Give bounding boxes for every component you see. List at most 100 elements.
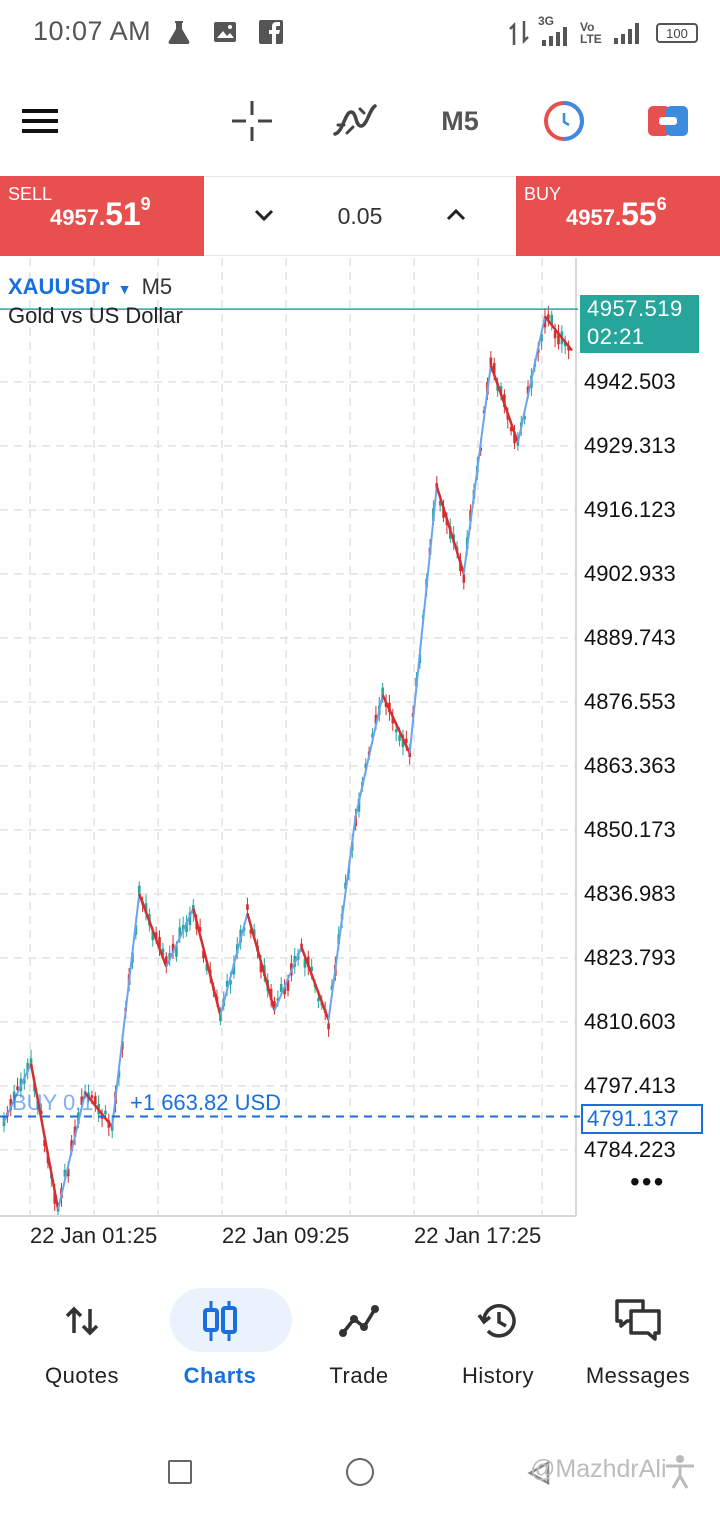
time-label: 22 Jan 09:25	[222, 1223, 350, 1248]
candle-body	[73, 1126, 77, 1137]
candle-body	[202, 950, 205, 959]
nav-label: Trade	[329, 1363, 389, 1388]
buy-button[interactable]: BUY 4957.556	[516, 176, 720, 256]
buy-label: BUY	[524, 184, 562, 204]
candle-body	[283, 987, 286, 995]
candle-body	[303, 958, 307, 968]
symbol-description: Gold vs US Dollar	[8, 303, 183, 328]
chart-area[interactable]: XAUUSDr ▼ M5 Gold vs US Dollar 4957.519 …	[0, 258, 720, 1258]
zigzag-line	[3, 315, 573, 1210]
zigzag-segment	[543, 315, 573, 352]
candle-body	[151, 931, 155, 941]
sell-price-big: 51	[105, 196, 141, 232]
zigzag-segment	[489, 364, 520, 444]
candle-body	[398, 735, 401, 741]
symbol-timeframe: M5	[141, 274, 173, 299]
back-icon[interactable]	[526, 1460, 552, 1486]
more-options-icon[interactable]: •••	[630, 1166, 666, 1197]
image-icon	[214, 22, 236, 42]
candle-body	[229, 979, 232, 985]
candle-body	[26, 1063, 29, 1072]
system-icons: 3G Vo LTE 100	[508, 14, 698, 48]
home-button[interactable]	[346, 1458, 374, 1486]
candle-body	[300, 943, 303, 948]
status-bar: 10:07 AM 3G Vo LTE 100	[0, 0, 720, 66]
candle-body	[523, 416, 526, 420]
lot-increase-button[interactable]	[440, 197, 472, 238]
signal-icon	[614, 23, 639, 44]
buy-price-big: 55	[621, 196, 657, 232]
nav-history[interactable]: History	[428, 1285, 568, 1405]
price-axis-label: 4784.223	[584, 1137, 676, 1162]
candle-body	[381, 687, 384, 696]
candle-body	[110, 1123, 114, 1131]
candle-body	[178, 927, 182, 938]
timeframe-button[interactable]: M5	[432, 80, 488, 162]
trade-toggle-icon	[648, 106, 688, 136]
nav-quotes[interactable]: Quotes	[12, 1285, 152, 1405]
flask-icon	[168, 21, 190, 44]
candle-body	[22, 1077, 26, 1084]
current-price-tag: 4957.519 02:21	[580, 295, 699, 353]
candle-body	[435, 483, 439, 488]
nav-trade[interactable]: Trade	[289, 1285, 429, 1405]
lot-decrease-button[interactable]	[248, 197, 280, 238]
sell-label: SELL	[8, 184, 53, 204]
candle-body	[259, 962, 263, 973]
crosshair-icon	[232, 101, 272, 141]
candles-icon	[150, 1295, 290, 1347]
indicators-button[interactable]	[330, 80, 380, 162]
zigzag-segment	[3, 1063, 32, 1123]
candle-body	[438, 500, 442, 506]
price-axis-label: 4902.933	[584, 561, 676, 586]
price-axis-label: 4850.173	[584, 817, 676, 842]
indicators-icon	[333, 104, 377, 136]
clock-button[interactable]	[540, 80, 588, 162]
trade-toggle-button[interactable]	[644, 80, 692, 162]
candle-body	[219, 1011, 222, 1022]
candle-body	[225, 980, 229, 988]
candle-body	[168, 953, 171, 960]
nav-label: Charts	[183, 1363, 257, 1388]
lot-selector: 0.05	[204, 176, 516, 256]
candle-body	[374, 714, 378, 724]
price-chart[interactable]	[0, 258, 720, 1258]
position-price-tag[interactable]: 4791.137	[581, 1104, 703, 1134]
lot-value[interactable]: 0.05	[337, 203, 383, 229]
menu-icon	[22, 109, 58, 133]
candle-body	[29, 1058, 33, 1065]
accessibility-icon[interactable]	[660, 1452, 700, 1492]
candle-body	[104, 1110, 107, 1115]
price-axis-label: 4889.743	[584, 625, 676, 650]
price-axis-label: 4929.313	[584, 433, 676, 458]
candle-body	[276, 997, 280, 1001]
candle-body	[540, 333, 543, 342]
zigzag-segment	[327, 816, 357, 1021]
nav-messages[interactable]: Messages	[568, 1285, 708, 1405]
symbol-name: XAUUSDr	[8, 274, 110, 299]
sell-button[interactable]: SELL 4957.519	[0, 176, 204, 256]
candle-body	[198, 927, 202, 932]
position-profit-label[interactable]: +1 663.82 USD	[130, 1090, 282, 1115]
symbol-selector[interactable]: XAUUSDr ▼ M5	[8, 274, 172, 300]
candle-body	[394, 729, 398, 733]
position-type-label: BUY 0.1	[12, 1090, 94, 1115]
crosshair-button[interactable]	[228, 80, 276, 162]
trade-line-icon	[289, 1295, 429, 1347]
watermark: @MazhdrAli	[530, 1455, 667, 1483]
candle-body	[171, 943, 175, 954]
price-axis-label: 4836.983	[584, 881, 676, 906]
buy-price-main: 4957.	[566, 205, 622, 230]
timeframe-label: M5	[441, 105, 479, 136]
zigzag-segment	[354, 694, 384, 817]
candle-body	[144, 903, 148, 914]
candle-body	[557, 332, 560, 345]
candle-body	[371, 733, 374, 738]
candle-body	[543, 316, 547, 328]
menu-button[interactable]	[18, 80, 62, 162]
recents-button[interactable]	[168, 1460, 192, 1484]
nav-label: Messages	[585, 1363, 691, 1388]
candle-body	[550, 314, 554, 326]
nav-charts[interactable]: Charts	[150, 1285, 292, 1405]
history-icon	[428, 1295, 568, 1347]
